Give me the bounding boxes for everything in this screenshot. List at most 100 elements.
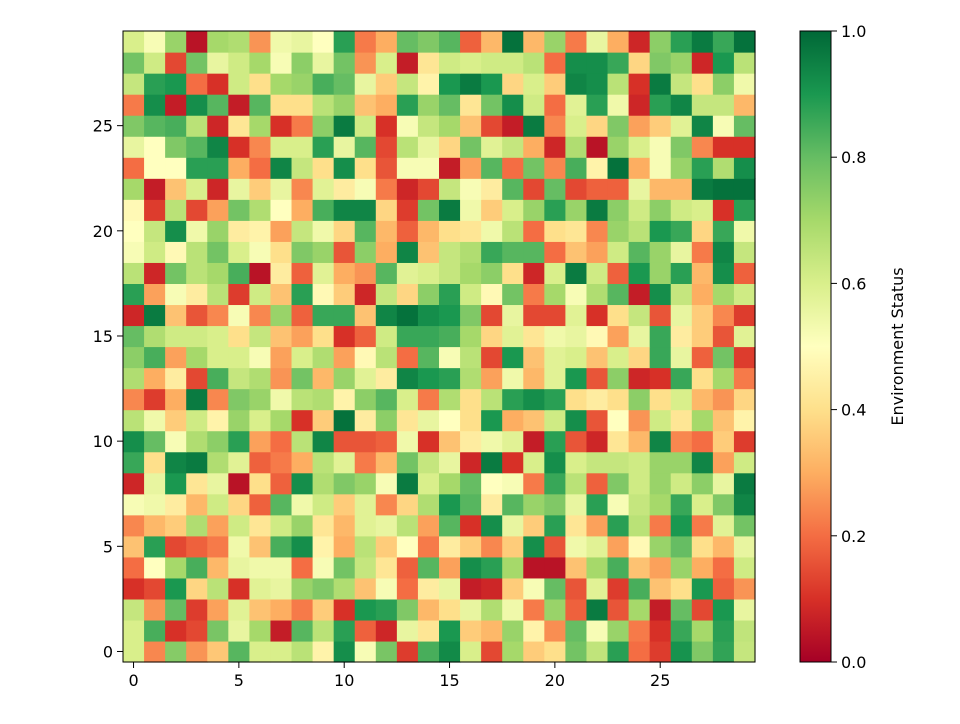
heatmap-cell xyxy=(607,31,630,53)
heatmap-cell xyxy=(270,94,293,116)
heatmap-cell xyxy=(312,262,335,284)
heatmap-cell xyxy=(165,325,187,348)
heatmap-cell xyxy=(502,493,524,516)
heatmap-cell xyxy=(628,388,651,411)
heatmap-cell xyxy=(565,136,588,158)
heatmap-cell xyxy=(628,409,651,432)
heatmap-cell xyxy=(354,472,377,495)
heatmap-cell xyxy=(165,451,187,474)
heatmap-cell xyxy=(312,430,335,453)
heatmap-cell xyxy=(481,619,503,642)
heatmap-cell xyxy=(460,409,482,432)
heatmap-cell xyxy=(649,241,672,263)
heatmap-cell xyxy=(396,430,419,453)
heatmap-cell xyxy=(375,346,398,369)
heatmap-cell xyxy=(375,493,398,516)
heatmap-cell xyxy=(502,367,524,390)
heatmap-cell xyxy=(691,640,714,663)
heatmap-cell xyxy=(691,73,714,95)
heatmap-cell xyxy=(628,367,651,390)
heatmap-cell xyxy=(565,157,588,179)
heatmap-cell xyxy=(523,115,545,137)
heatmap-cell xyxy=(628,556,651,579)
heatmap-cell xyxy=(544,367,566,390)
heatmap-cell xyxy=(712,451,735,474)
colorbar-tick-label: 0.2 xyxy=(841,527,866,546)
heatmap-cell xyxy=(733,325,756,348)
heatmap-cell xyxy=(144,304,166,327)
heatmap-cell xyxy=(186,199,208,221)
heatmap-cell xyxy=(460,31,482,53)
heatmap-cell xyxy=(586,262,609,284)
heatmap-cell xyxy=(165,346,187,369)
heatmap-cell xyxy=(733,220,756,242)
heatmap-cell xyxy=(649,514,672,537)
heatmap-cell xyxy=(144,451,166,474)
heatmap-cell xyxy=(354,283,377,306)
heatmap-cell xyxy=(228,115,250,137)
heatmap-cell xyxy=(207,388,229,411)
heatmap-cell xyxy=(396,346,419,369)
heatmap-cell xyxy=(481,31,503,53)
heatmap-cell xyxy=(628,178,651,200)
heatmap-cell xyxy=(165,535,187,558)
heatmap-cell xyxy=(649,640,672,663)
heatmap-cell xyxy=(249,157,272,179)
heatmap-cell xyxy=(207,514,229,537)
heatmap-cell xyxy=(628,451,651,474)
heatmap-cell xyxy=(439,220,461,242)
heatmap-cell xyxy=(481,325,503,348)
heatmap-cell xyxy=(312,556,335,579)
heatmap-cell xyxy=(333,199,356,221)
heatmap-cell xyxy=(396,451,419,474)
heatmap-cell xyxy=(375,283,398,306)
heatmap-cell xyxy=(439,199,461,221)
heatmap-cell xyxy=(691,346,714,369)
heatmap-cell xyxy=(249,262,272,284)
heatmap-cell xyxy=(691,409,714,432)
heatmap-cell xyxy=(691,535,714,558)
heatmap-cell xyxy=(628,493,651,516)
heatmap-cell xyxy=(460,640,482,663)
heatmap-cell xyxy=(396,94,419,116)
heatmap-cell xyxy=(333,640,356,663)
heatmap-cell xyxy=(502,640,524,663)
heatmap-cell xyxy=(417,346,440,369)
heatmap-cell xyxy=(312,220,335,242)
heatmap-cell xyxy=(586,325,609,348)
heatmap-cell xyxy=(460,73,482,95)
heatmap-cell xyxy=(502,535,524,558)
heatmap-cell xyxy=(312,52,335,74)
heatmap-cell xyxy=(186,598,208,621)
heatmap-cell xyxy=(733,241,756,263)
heatmap-cell xyxy=(207,178,229,200)
heatmap-cell xyxy=(502,451,524,474)
heatmap-cell xyxy=(439,241,461,263)
heatmap-cell xyxy=(396,472,419,495)
heatmap-cell xyxy=(417,31,440,53)
heatmap-cell xyxy=(354,325,377,348)
heatmap-cell xyxy=(460,136,482,158)
heatmap-cell xyxy=(186,535,208,558)
heatmap-cell xyxy=(649,598,672,621)
heatmap-cell xyxy=(270,199,293,221)
heatmap-cell xyxy=(586,157,609,179)
colorbar: 0.0 0.2 0.4 0.6 0.8 1.0 Environment Status xyxy=(799,22,907,672)
heatmap-cell xyxy=(628,640,651,663)
heatmap-cell xyxy=(502,514,524,537)
heatmap-cell xyxy=(396,157,419,179)
heatmap-cell xyxy=(544,472,566,495)
colorbar-tick-label: 1.0 xyxy=(841,22,866,41)
heatmap-cell xyxy=(396,619,419,642)
heatmap-cell xyxy=(207,598,229,621)
heatmap-cell xyxy=(354,115,377,137)
heatmap-cell xyxy=(439,262,461,284)
heatmap-cell xyxy=(123,388,145,411)
heatmap-cell xyxy=(228,325,250,348)
heatmap-cell xyxy=(670,598,693,621)
heatmap-cell xyxy=(375,409,398,432)
heatmap-cell xyxy=(607,430,630,453)
heatmap-cell xyxy=(249,241,272,263)
heatmap-cell xyxy=(502,136,524,158)
heatmap-cell xyxy=(123,262,145,284)
